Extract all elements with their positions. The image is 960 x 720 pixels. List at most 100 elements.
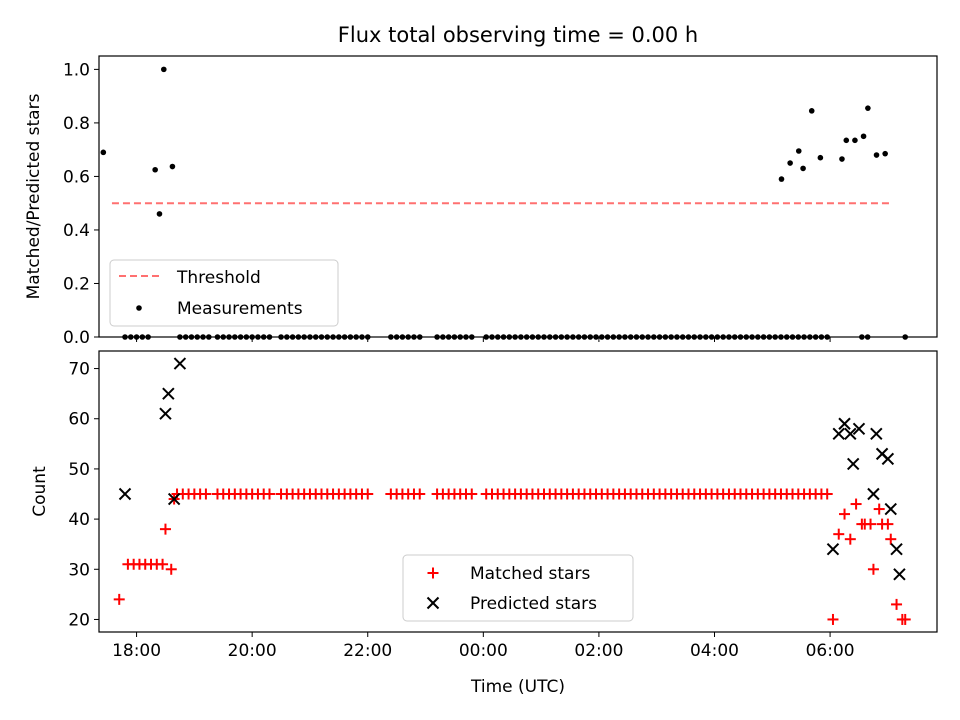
matched-star-point <box>362 488 374 500</box>
measurement-point <box>852 137 858 144</box>
matched-star-point <box>882 518 894 530</box>
matched-star-point <box>885 533 897 545</box>
predicted-star-point <box>162 387 175 400</box>
plot-frame <box>98 350 938 633</box>
matched-star-point <box>899 613 911 625</box>
matched-star-point <box>873 503 885 515</box>
x-tick-label: 00:00 <box>459 641 508 661</box>
measurement-point <box>787 160 793 166</box>
x-b <box>159 407 172 420</box>
y-tick-label: 0.8 <box>63 114 90 134</box>
y-axis-label: Matched/Predicted stars <box>24 93 44 299</box>
y-tick-label: 0.0 <box>63 328 90 348</box>
predicted-star-point <box>870 427 883 441</box>
matched-star-point <box>821 488 833 500</box>
legend-label-threshold: Threshold <box>176 268 261 288</box>
legend: Matched stars Predicted stars <box>402 554 634 622</box>
legend-label-matched: Matched stars <box>470 564 590 584</box>
measurement-point <box>860 133 867 140</box>
x-b <box>426 596 440 610</box>
x-b <box>173 357 187 370</box>
legend-label-predicted: Predicted stars <box>470 594 597 614</box>
matched-star-point <box>844 533 856 545</box>
x-b <box>832 427 845 441</box>
measurement-point <box>156 211 163 217</box>
matched-star-point <box>157 558 169 570</box>
y-tick-label: 40 <box>68 510 90 530</box>
x-b <box>838 417 851 430</box>
predicted-star-point <box>867 487 880 501</box>
matched-star-point <box>165 563 177 575</box>
measurement-point <box>100 149 107 156</box>
y-tick-label: 50 <box>68 460 90 480</box>
x-tick-label: 20:00 <box>228 641 277 661</box>
matched-star-point <box>113 593 125 605</box>
matched-star-point <box>891 598 903 610</box>
legend: Threshold Measurements <box>109 259 339 327</box>
x-b <box>867 487 880 501</box>
measurement-point <box>882 150 888 157</box>
legend-box <box>109 259 339 327</box>
matched-star-point <box>867 563 879 575</box>
matched-star-point <box>466 488 478 500</box>
y-tick-label: 1.0 <box>63 60 90 80</box>
x-b <box>890 542 903 556</box>
matched-star-point <box>865 518 877 530</box>
chart-title: Flux total observing time = 0.00 h <box>338 23 698 47</box>
x-b <box>881 452 895 466</box>
predicted-star-point <box>846 457 860 471</box>
measurement-point <box>169 163 176 170</box>
y-tick-label: 0.6 <box>63 167 90 187</box>
matched-star-point <box>850 498 862 510</box>
matched-star-point <box>263 488 275 500</box>
x-tick-label: 22:00 <box>343 641 392 661</box>
x-b <box>884 502 897 516</box>
predicted-star-point <box>167 492 181 506</box>
matched-star-point <box>414 488 426 500</box>
plot-frame <box>98 55 938 338</box>
predicted-star-point <box>852 422 866 435</box>
x-tick-label: 18:00 <box>112 641 161 661</box>
matched-star-point <box>839 508 851 520</box>
bottom-panel: 20 30 40 50 60 70 18:00 20:00 22:00 00:00 02:00 04:… <box>30 350 938 697</box>
measurement-point <box>873 152 880 158</box>
x-b <box>826 542 840 556</box>
measurement-point <box>808 108 815 114</box>
predicted-star-point <box>884 502 897 516</box>
measurement-point <box>800 165 806 172</box>
predicted-star-point <box>159 407 172 420</box>
top-panel: Flux total observing time = 0.00 h 0.0 0.2… <box>24 23 938 348</box>
x-b <box>162 387 175 400</box>
measurement-point <box>865 105 871 111</box>
matched-star-point <box>159 523 171 535</box>
x-b <box>846 457 860 471</box>
y-axis-label: Count <box>30 466 50 517</box>
predicted-star-point <box>426 596 440 610</box>
measurement-point <box>839 156 845 162</box>
x-tick-label: 02:00 <box>574 641 623 661</box>
measurement-point <box>843 137 850 144</box>
y-tick-label: 20 <box>68 610 90 630</box>
matched-star-point <box>200 488 212 500</box>
matched-star-point <box>827 613 839 625</box>
matched-star-point <box>833 528 845 540</box>
measurement-point <box>795 148 802 154</box>
x-b <box>870 427 883 441</box>
predicted-star-point <box>844 427 857 441</box>
y-tick-label: 70 <box>68 360 90 380</box>
y-tick-label: 0.4 <box>63 221 90 241</box>
y-tick-label: 0.2 <box>63 274 90 294</box>
x-axis-label: Time (UTC) <box>470 677 565 697</box>
predicted-star-point <box>832 427 845 441</box>
measurement-point <box>160 66 167 73</box>
x-b <box>893 568 906 581</box>
predicted-star-point <box>173 357 187 370</box>
legend-box <box>402 554 634 622</box>
measurement-point <box>152 166 158 173</box>
predicted-star-point <box>838 417 851 430</box>
measurement-point <box>817 154 824 161</box>
x-tick-label: 06:00 <box>806 641 855 661</box>
x-tick-label: 04:00 <box>690 641 739 661</box>
y-tick-label: 60 <box>68 410 90 430</box>
predicted-star-point <box>893 568 906 581</box>
